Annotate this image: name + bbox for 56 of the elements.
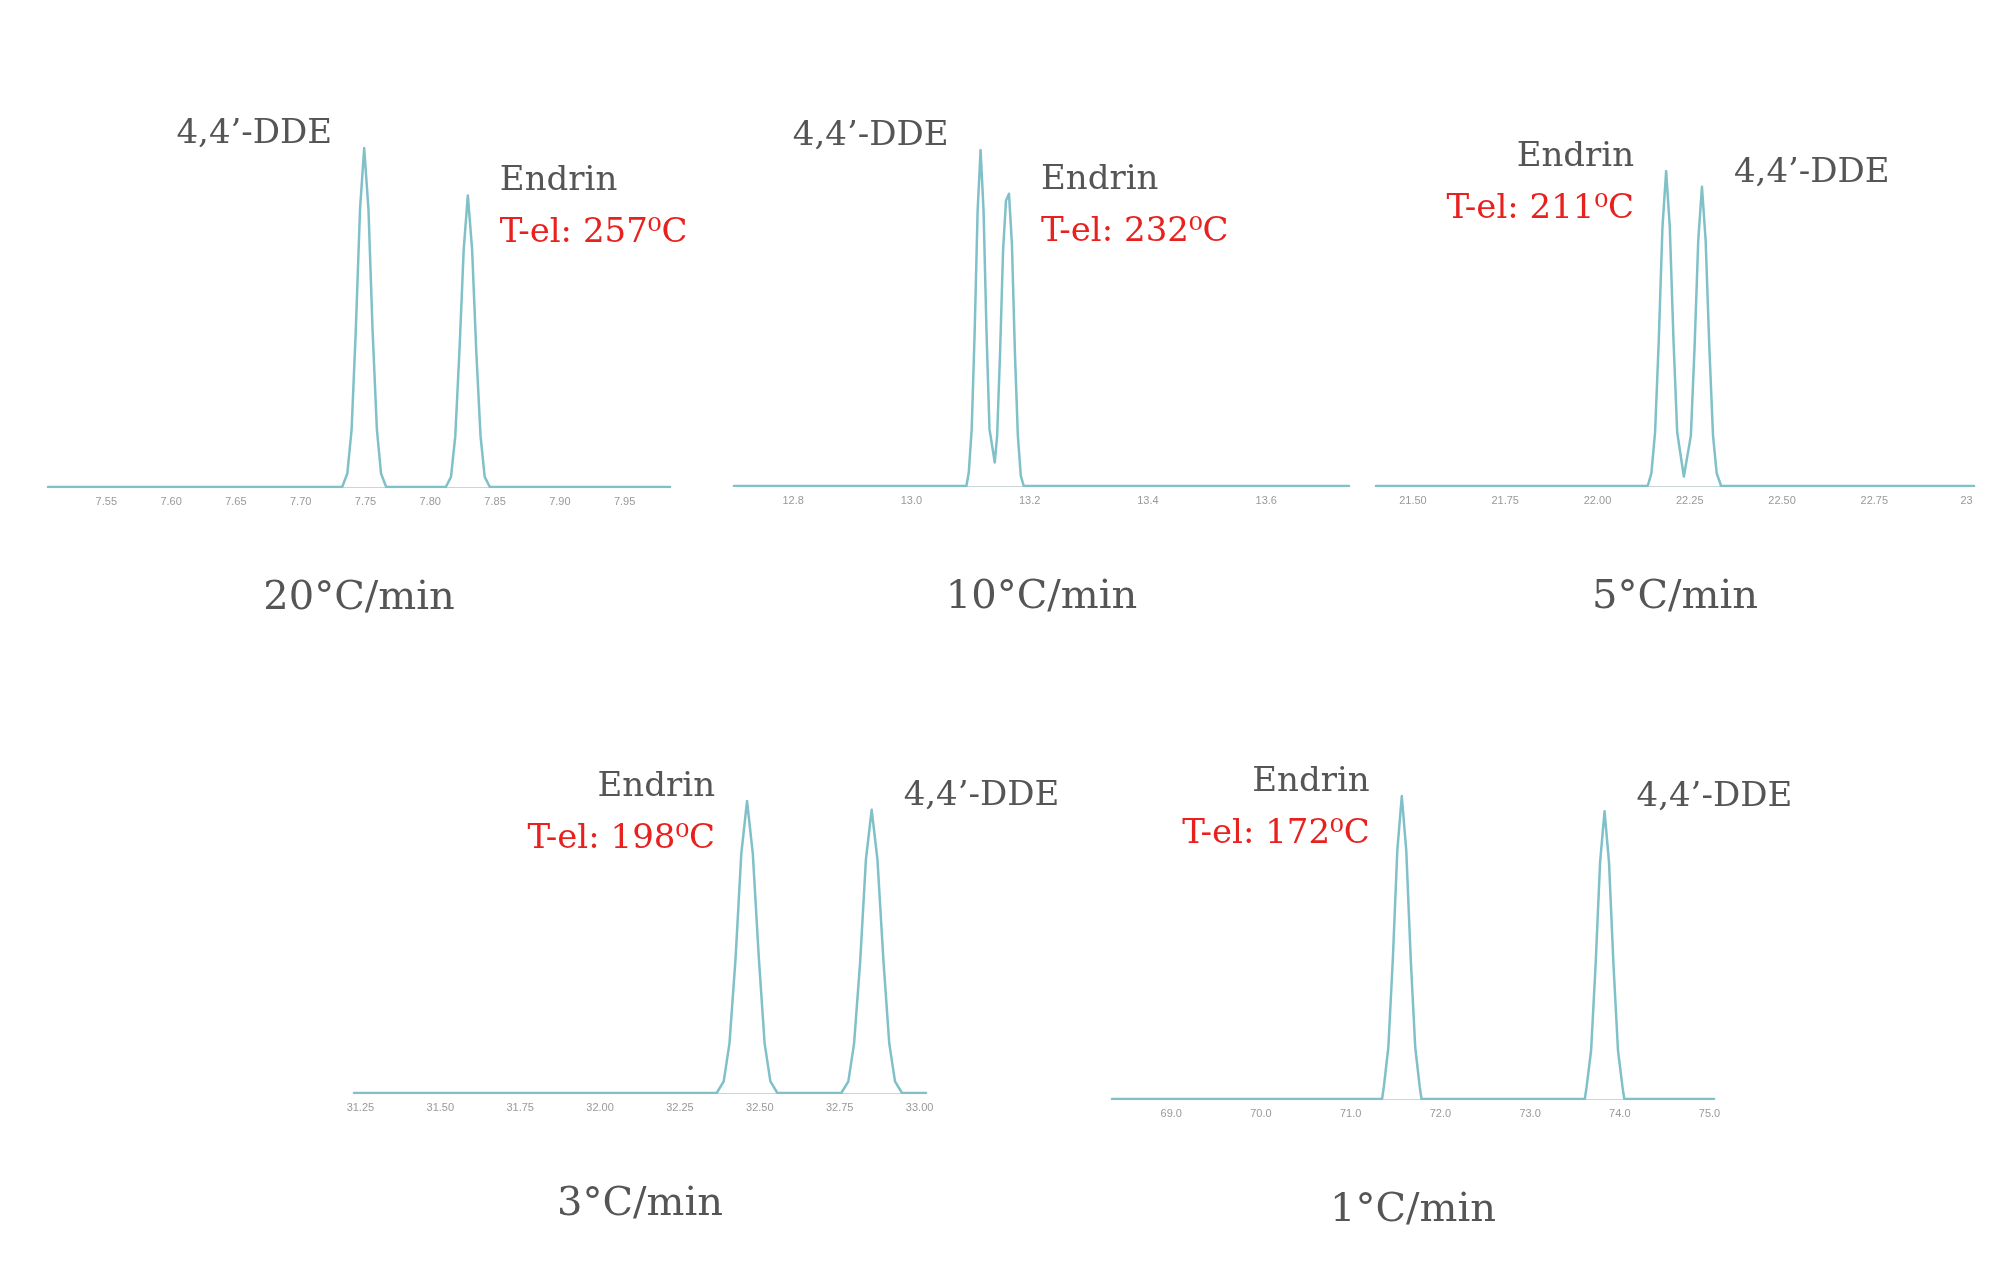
annotation: T-el: 198⁰C: [527, 816, 716, 856]
annotation: 4,4’-DDE: [176, 111, 333, 151]
x-tick-label: 31.25: [346, 1100, 375, 1113]
annotation: T-el: 211⁰C: [1446, 186, 1635, 226]
x-tick-label: 12.8: [782, 493, 804, 506]
x-tick-label: 70.0: [1250, 1106, 1272, 1119]
annotation: 4,4’-DDE: [1636, 774, 1793, 815]
x-tick-label: 7.90: [549, 494, 571, 507]
annotation: 4,4’-DDE: [903, 772, 1060, 813]
x-tick-label: 13.0: [900, 493, 923, 506]
x-tick-label: 21.75: [1491, 493, 1519, 506]
x-tick-label: 13.2: [1018, 493, 1041, 506]
x-tick-label: 69.0: [1160, 1106, 1182, 1119]
annotation: Endrin: [499, 158, 618, 199]
annotation: Endrin: [1516, 134, 1635, 174]
x-tick-label: 23: [1960, 493, 1973, 506]
x-tick-label: 72.0: [1429, 1106, 1452, 1119]
x-tick-label: 33.00: [905, 1100, 934, 1113]
x-tick-label: 22.75: [1860, 493, 1889, 506]
x-tick-label: 7.65: [225, 494, 247, 507]
annotation: 4,4’-DDE: [1733, 149, 1890, 190]
x-tick-label: 32.00: [586, 1100, 614, 1113]
x-tick-label: 22.25: [1676, 493, 1704, 506]
annotation: Endrin: [1040, 156, 1159, 197]
x-axis-title: 3°C/min: [556, 1178, 724, 1224]
x-tick-label: 32.75: [825, 1100, 854, 1113]
x-tick-label: 13.4: [1137, 493, 1159, 506]
x-tick-label: 73.0: [1519, 1106, 1541, 1119]
annotation: T-el: 232⁰C: [1040, 208, 1229, 249]
annotation: Endrin: [1252, 759, 1370, 799]
x-tick-label: 31.50: [426, 1100, 455, 1113]
x-tick-label: 32.50: [746, 1100, 774, 1113]
x-tick-label: 7.60: [160, 494, 182, 507]
x-tick-label: 7.80: [419, 494, 441, 507]
x-tick-label: 22.50: [1768, 493, 1796, 506]
annotation: 4,4’-DDE: [792, 113, 949, 153]
x-tick-label: 22.00: [1583, 493, 1612, 506]
annotation: T-el: 257⁰C: [499, 210, 688, 251]
x-tick-label: 7.85: [484, 494, 506, 507]
x-axis-title: 10°C/min: [945, 571, 1138, 617]
x-tick-label: 7.70: [289, 494, 312, 507]
x-tick-label: 7.55: [95, 494, 118, 507]
x-tick-label: 7.95: [613, 494, 636, 507]
x-axis-title: 5°C/min: [1591, 571, 1759, 617]
x-axis-title: 1°C/min: [1329, 1184, 1497, 1230]
x-tick-label: 71.0: [1339, 1106, 1362, 1119]
x-tick-label: 32.25: [666, 1100, 694, 1113]
x-tick-label: 7.75: [354, 494, 377, 507]
annotation: T-el: 172⁰C: [1182, 811, 1370, 851]
x-tick-label: 75.0: [1698, 1106, 1721, 1119]
x-axis-title: 20°C/min: [263, 572, 455, 618]
x-tick-label: 21.50: [1399, 493, 1427, 506]
x-tick-label: 13.6: [1255, 493, 1277, 506]
annotation: Endrin: [597, 764, 716, 804]
x-tick-label: 74.0: [1609, 1106, 1631, 1119]
x-tick-label: 31.75: [506, 1100, 534, 1113]
